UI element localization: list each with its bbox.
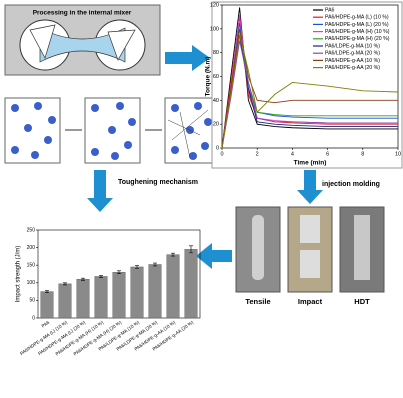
y-tick-label: 0 [32,315,35,321]
torque-line [221,7,398,149]
bar [94,276,108,319]
injection-label: injection molding [322,181,380,188]
y-tick-label: 200 [27,245,36,251]
error-bar [117,270,121,274]
y-tick-label: 20 [213,122,219,128]
bar [166,254,180,319]
y-tick-label: 120 [210,2,219,8]
legend-label: PA6/LDPE-g-MA (10 %) [325,43,380,49]
error-bar [81,277,85,281]
legend-label: PA6/HDPE-g-MA (H) (20 %) [325,36,390,42]
toughening-label: Toughening mechanism [118,179,198,186]
y-tick-label: 150 [27,263,36,269]
y-tick-label: 0 [216,145,219,151]
error-bar [135,265,139,269]
x-tick-label: PA6 [41,319,51,328]
mixer-title: Processing in the internal mixer [33,10,132,17]
torque-frame [211,1,403,169]
legend-label: PA6/HDPE-g-MA (L) (20 %) [325,22,389,28]
x-tick-label: 4 [291,151,294,157]
y-tick-label: 250 [27,227,36,233]
error-bar [99,275,103,278]
legend-label: PA6/LDPE-g-MA (20 %) [325,51,380,57]
bar [112,272,126,319]
error-bar [171,252,175,257]
torque-line [221,34,399,149]
bar [76,279,90,319]
rotor [107,29,136,61]
y-tick-label: 80 [213,50,219,56]
torque-line [221,28,398,149]
arrow [165,45,210,71]
particles [4,97,216,164]
x-tick-label: 2 [256,151,259,157]
y-tick-label: 100 [27,280,36,286]
legend-label: PA6 [325,7,335,13]
specimen-label: HDT [354,297,370,306]
bar [58,283,72,319]
y-axis-label: Impact strength (J/m) [16,246,22,303]
x-tick-label: 0 [220,151,223,157]
x-tick-label: 10 [395,151,401,157]
bar [184,249,198,319]
y-tick-label: 60 [213,74,219,80]
rotor [29,24,56,59]
legend-label: PA6/HDPE-g-AA (10 %) [325,58,380,64]
bar [148,264,162,319]
molds [235,206,385,293]
error-bar [45,290,49,293]
x-tick-label: 6 [326,151,329,157]
y-tick-label: 100 [210,26,219,32]
y-axis-label: Torque (N.m) [205,57,212,97]
bar [130,266,144,319]
error-bar [153,262,157,267]
error-bar [63,282,67,286]
specimen-label: Impact [298,297,323,306]
legend-label: PA6/HDPE-g-MA (H) (10 %) [325,29,390,35]
error-bar [189,245,193,254]
x-tick-label: 8 [361,151,364,157]
arrow [196,243,232,269]
bar [40,291,54,319]
y-tick-label: 40 [213,98,219,104]
arrow [87,170,113,212]
legend-label: PA6/HDPE-g-AA (20 %) [325,65,380,71]
melt [39,27,126,63]
x-axis-label: Time (min) [294,160,327,167]
legend-label: PA6/HDPE-g-MA (L) (10 %) [325,15,389,21]
y-tick-label: 50 [29,298,35,304]
arrow [297,170,323,204]
torque-line [221,40,398,149]
specimen-label: Tensile [245,297,270,306]
